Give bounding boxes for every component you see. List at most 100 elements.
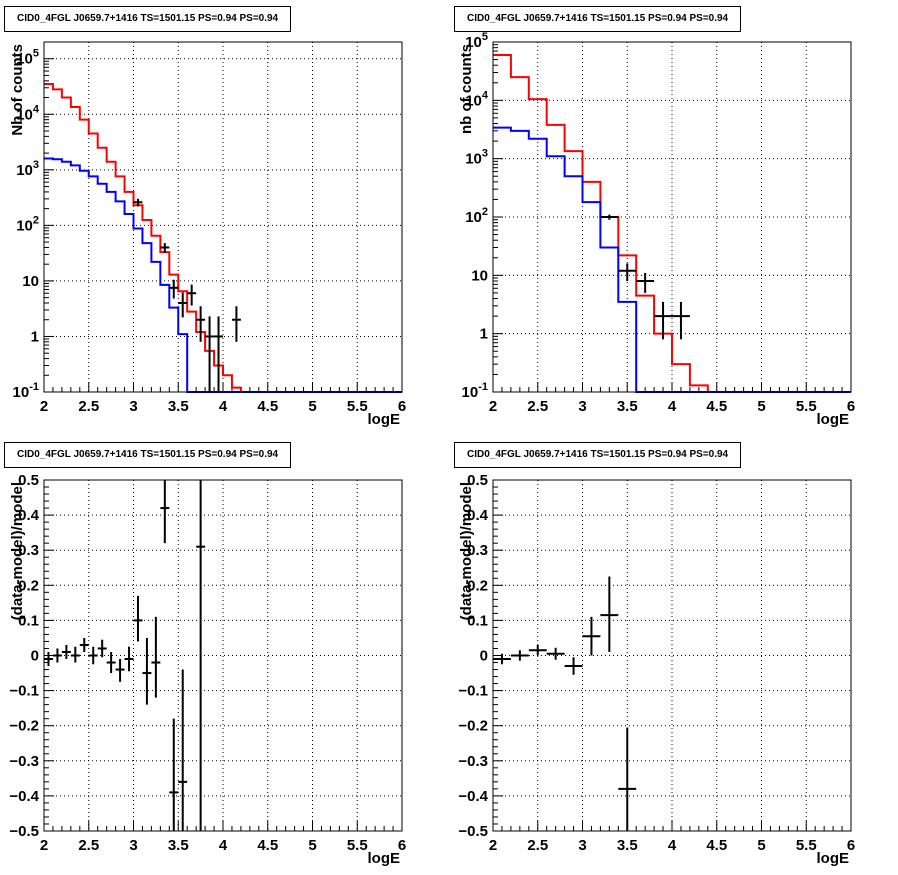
series-2 xyxy=(133,198,241,392)
y-axis-title: (data-model)/model xyxy=(9,482,26,620)
x-tick-label: 5.5 xyxy=(347,398,368,415)
x-tick-label: 6 xyxy=(847,837,855,854)
data-point xyxy=(115,659,125,682)
y-tick-label: 0.4 xyxy=(467,507,489,524)
tick-marks xyxy=(492,479,852,832)
x-tick-label: 6 xyxy=(847,398,855,415)
x-tick-label: 2.5 xyxy=(527,837,548,854)
series-0 xyxy=(493,576,637,831)
data-point xyxy=(142,637,152,705)
x-tick-label: 2 xyxy=(489,398,497,415)
y-tick-label: −0.4 xyxy=(9,788,39,805)
data-point xyxy=(88,646,98,665)
y-tick-label: −0.5 xyxy=(9,823,39,840)
chart-panel-residuals-right: 2 2.5 3 3.5 4 4.5 5 5.5 6 −0.5 −0.4 −0.3 −0.2 −0.1 0 0.… xyxy=(449,438,898,875)
chart-title: CID0_4FGL J0659.7+1416 TS=1501.15 PS=0.9… xyxy=(4,6,292,32)
x-tick-label: 3.5 xyxy=(617,398,638,415)
x-tick-labels: 2 2.5 3 3.5 4 4.5 5 5.5 6 xyxy=(489,837,855,854)
x-tick-label: 2.5 xyxy=(78,398,99,415)
data-point xyxy=(493,653,511,665)
x-tick-labels: 2 2.5 3 3.5 4 4.5 5 5.5 6 xyxy=(40,837,406,854)
y-tick-label: 102 xyxy=(465,206,488,226)
data-point xyxy=(106,651,116,674)
data-point xyxy=(178,669,188,831)
chart-title: CID0_4FGL J0659.7+1416 TS=1501.15 PS=0.9… xyxy=(4,442,292,468)
x-axis-title: logE xyxy=(817,411,850,428)
grid xyxy=(44,42,402,392)
series-1 xyxy=(44,157,402,393)
data-point xyxy=(618,263,637,281)
data-point xyxy=(214,316,223,392)
y-tick-label: 103 xyxy=(465,148,488,168)
x-tick-label: 5.5 xyxy=(347,837,368,854)
x-tick-labels: 2 2.5 3 3.5 4 4.5 5 5.5 6 xyxy=(489,398,855,415)
x-tick-label: 3 xyxy=(129,398,137,415)
y-tick-label: 105 xyxy=(465,31,488,51)
x-tick-label: 6 xyxy=(398,837,406,854)
data-point xyxy=(61,644,71,660)
y-tick-label: 10-1 xyxy=(462,381,488,401)
x-tick-label: 3 xyxy=(578,398,586,415)
x-tick-label: 4.5 xyxy=(257,837,278,854)
x-tick-label: 3.5 xyxy=(617,837,638,854)
data-point xyxy=(600,576,619,652)
data-point xyxy=(169,279,179,299)
y-tick-label: 1 xyxy=(480,326,488,343)
y-tick-label: 0.3 xyxy=(18,542,39,559)
x-tick-label: 5 xyxy=(757,837,765,854)
y-tick-label: −0.2 xyxy=(458,718,488,735)
y-tick-label: 1 xyxy=(31,328,39,345)
chart-panel-counts-left: 2 2.5 3 3.5 4 4.5 5 5.5 6 10-1 1 10 102 103 104 105 logE… xyxy=(0,0,449,438)
x-tick-label: 2 xyxy=(40,837,48,854)
x-tick-label: 5 xyxy=(757,398,765,415)
data-point xyxy=(205,316,215,392)
y-tick-label: 0.2 xyxy=(467,577,488,594)
y-axis-title: (data-model)/model xyxy=(458,482,475,620)
x-tick-label: 4.5 xyxy=(257,398,278,415)
data-point xyxy=(169,718,179,831)
y-tick-label: 0 xyxy=(480,648,488,665)
x-tick-labels: 2 2.5 3 3.5 4 4.5 5 5.5 6 xyxy=(40,398,406,415)
y-tick-label: 104 xyxy=(16,103,40,123)
data-point xyxy=(528,644,547,656)
y-tick-label: 0.2 xyxy=(18,577,39,594)
data-point xyxy=(196,480,206,831)
data-point xyxy=(124,646,134,672)
y-tick-label: 0.5 xyxy=(467,472,488,489)
chart-panel-residuals-left: 2 2.5 3 3.5 4 4.5 5 5.5 6 −0.5 −0.4 −0.3 −0.2 −0.1 0 0.… xyxy=(0,438,449,875)
y-tick-label: −0.1 xyxy=(458,683,488,700)
x-tick-label: 4 xyxy=(668,837,677,854)
x-tick-label: 2.5 xyxy=(527,398,548,415)
y-tick-label: 0.5 xyxy=(18,472,39,489)
x-tick-label: 4 xyxy=(668,398,677,415)
x-tick-label: 3.5 xyxy=(168,398,189,415)
data-point xyxy=(187,284,197,306)
y-tick-label: 0.4 xyxy=(18,507,40,524)
data-point xyxy=(546,647,565,660)
chart-svg: 2 2.5 3 3.5 4 4.5 5 5.5 6 10-1 1 10 102 103 104 105 logE… xyxy=(458,31,855,428)
x-axis-title: logE xyxy=(368,850,401,867)
y-tick-label: −0.3 xyxy=(9,753,39,770)
series-line xyxy=(493,53,851,393)
x-tick-label: 3 xyxy=(129,837,137,854)
y-tick-labels: −0.5 −0.4 −0.3 −0.2 −0.1 0 0.1 0.2 0.3 0.4 0.5 xyxy=(458,472,488,840)
y-tick-label: 10 xyxy=(471,267,488,284)
plot-frame xyxy=(43,479,403,832)
x-tick-label: 3 xyxy=(578,837,586,854)
chart-svg: 2 2.5 3 3.5 4 4.5 5 5.5 6 −0.5 −0.4 −0.3 −0.2 −0.1 0 0.… xyxy=(458,472,855,867)
x-tick-label: 5.5 xyxy=(796,398,817,415)
chart-svg: 2 2.5 3 3.5 4 4.5 5 5.5 6 −0.5 −0.4 −0.3 −0.2 −0.1 0 0.… xyxy=(9,472,406,867)
y-tick-labels: 10-1 1 10 102 103 104 105 xyxy=(462,31,489,401)
x-tick-label: 2 xyxy=(489,837,497,854)
data-point xyxy=(600,214,619,220)
y-tick-label: 0 xyxy=(31,648,39,665)
chart-svg: 2 2.5 3 3.5 4 4.5 5 5.5 6 10-1 1 10 102 103 104 105 logE… xyxy=(9,41,406,428)
y-axis-title: nb of counts xyxy=(458,44,475,134)
y-axis-title: Nb of counts xyxy=(9,44,26,136)
chart-title: CID0_4FGL J0659.7+1416 TS=1501.15 PS=0.9… xyxy=(454,442,742,468)
data-point xyxy=(654,301,672,340)
plot-frame xyxy=(492,479,852,832)
data-point xyxy=(79,637,89,652)
y-tick-label: 104 xyxy=(465,89,489,109)
data-point xyxy=(133,198,143,207)
